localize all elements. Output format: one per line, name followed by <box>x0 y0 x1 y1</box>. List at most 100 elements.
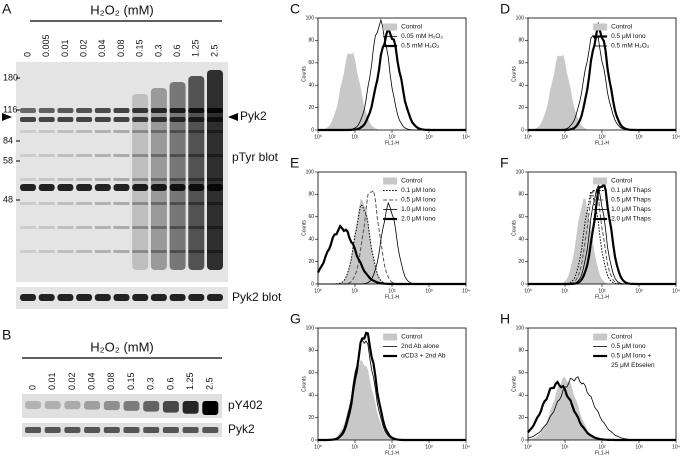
blot-smear <box>132 94 149 270</box>
x-tick-label: 10¹ <box>561 288 569 294</box>
blot-band <box>76 250 93 253</box>
x-tick-label: 10² <box>388 288 396 294</box>
blot-band <box>169 178 186 181</box>
blot-band <box>20 108 36 113</box>
blot-band <box>143 401 160 412</box>
blot-band <box>150 108 167 113</box>
panel-letter: B <box>2 327 11 343</box>
blot-band <box>150 250 167 253</box>
x-tick-label: 10⁴ <box>672 444 680 450</box>
blot-band <box>113 250 130 253</box>
blot-band <box>94 226 111 229</box>
blot-band <box>20 226 36 229</box>
blot-band <box>94 154 111 157</box>
blot-band <box>94 202 111 205</box>
blot-band <box>132 250 149 253</box>
panel-letter: D <box>500 1 510 17</box>
blot-band <box>44 401 61 410</box>
blot-band <box>44 427 61 433</box>
y-tick-label: 40 <box>308 83 314 89</box>
blot-band <box>123 427 140 433</box>
x-axis-label: FL1-H <box>595 140 609 146</box>
blot-band <box>132 108 149 113</box>
y-tick-label: 60 <box>518 60 524 66</box>
blot-band <box>76 108 93 113</box>
histogram-curve <box>318 201 466 285</box>
panel-letter: C <box>290 1 300 17</box>
y-tick-label: 20 <box>518 259 524 265</box>
blot-band <box>103 401 120 411</box>
lane-label: 0.02 <box>78 39 88 57</box>
blot-band <box>76 130 93 133</box>
blot-band <box>150 202 167 205</box>
x-tick-label: 10³ <box>425 444 433 450</box>
x-tick-label: 10¹ <box>351 288 359 294</box>
blot-label: Pyk2 <box>228 422 255 436</box>
blot-band <box>76 117 93 122</box>
blot-band <box>20 117 36 122</box>
blot-band <box>38 178 55 181</box>
x-tick-label: 10¹ <box>351 444 359 450</box>
control-histogram <box>318 199 466 284</box>
blot-band <box>169 184 186 191</box>
marker-label: 180 <box>3 72 18 82</box>
legend-swatch <box>593 177 608 185</box>
band-label: Pyk2 <box>240 109 267 123</box>
blot-band <box>113 202 130 205</box>
legend-entry: αCD3 + 2nd Ab <box>401 353 446 360</box>
blot-band <box>38 108 55 113</box>
legend-entry: 25 μM Ebselen <box>611 362 655 369</box>
panel-title: H₂O₂ (mM) <box>90 339 154 354</box>
blot-band <box>94 184 111 191</box>
legend-entry: 0.5 mM H₂O₂ <box>611 43 650 50</box>
histogram-curve <box>318 204 466 285</box>
blot-band <box>76 184 93 191</box>
y-tick-label: 100 <box>306 15 315 21</box>
control-histogram <box>528 377 676 440</box>
y-tick-label: 100 <box>306 325 315 331</box>
y-tick-label: 60 <box>308 214 314 220</box>
panel-letter: A <box>2 1 12 17</box>
blot-band <box>20 202 36 205</box>
histogram-curve <box>528 180 676 286</box>
marker-label: 116 <box>3 104 17 114</box>
legend-entry: 0.5 μM Iono <box>611 343 646 350</box>
y-tick-label: 60 <box>518 214 524 220</box>
blot-band <box>38 202 55 205</box>
x-tick-label: 10⁰ <box>524 134 532 140</box>
blot-band <box>182 427 199 433</box>
plot-frame <box>317 327 467 441</box>
blot-band <box>76 202 93 205</box>
lane-label: 0.3 <box>146 377 156 390</box>
blot-band <box>57 294 74 301</box>
y-tick-label: 100 <box>516 15 525 21</box>
y-tick-label: 0 <box>521 281 524 287</box>
blot-band <box>169 154 186 157</box>
legend-entry: Control <box>611 178 633 185</box>
x-tick-label: 10³ <box>425 134 433 140</box>
legend-entry: 0.5 μM Iono <box>611 33 646 40</box>
x-tick-label: 10³ <box>635 134 643 140</box>
marker-label: 48 <box>3 194 13 204</box>
blot-band <box>202 401 219 415</box>
histogram-curve <box>317 224 466 286</box>
blot-band <box>113 294 130 301</box>
blot-band <box>94 130 111 133</box>
x-tick-label: 10² <box>598 444 606 450</box>
histogram-curve <box>318 331 466 442</box>
blot-band <box>113 154 130 157</box>
legend-entry: 2nd Ab alone <box>401 343 439 350</box>
legend-entry: 0.5 μM Iono + <box>611 353 651 360</box>
x-axis-label: FL1-H <box>595 450 609 456</box>
blot-band <box>150 154 167 157</box>
blot-band <box>207 226 223 229</box>
blot-band <box>20 250 36 253</box>
legend-entry: 0.05 mM H₂O₂ <box>401 33 443 40</box>
y-tick-label: 40 <box>518 83 524 89</box>
control-histogram <box>528 198 676 284</box>
blot-band <box>84 427 101 433</box>
blot-band <box>123 401 140 411</box>
blot-band <box>76 294 93 301</box>
blot-band <box>20 184 36 191</box>
